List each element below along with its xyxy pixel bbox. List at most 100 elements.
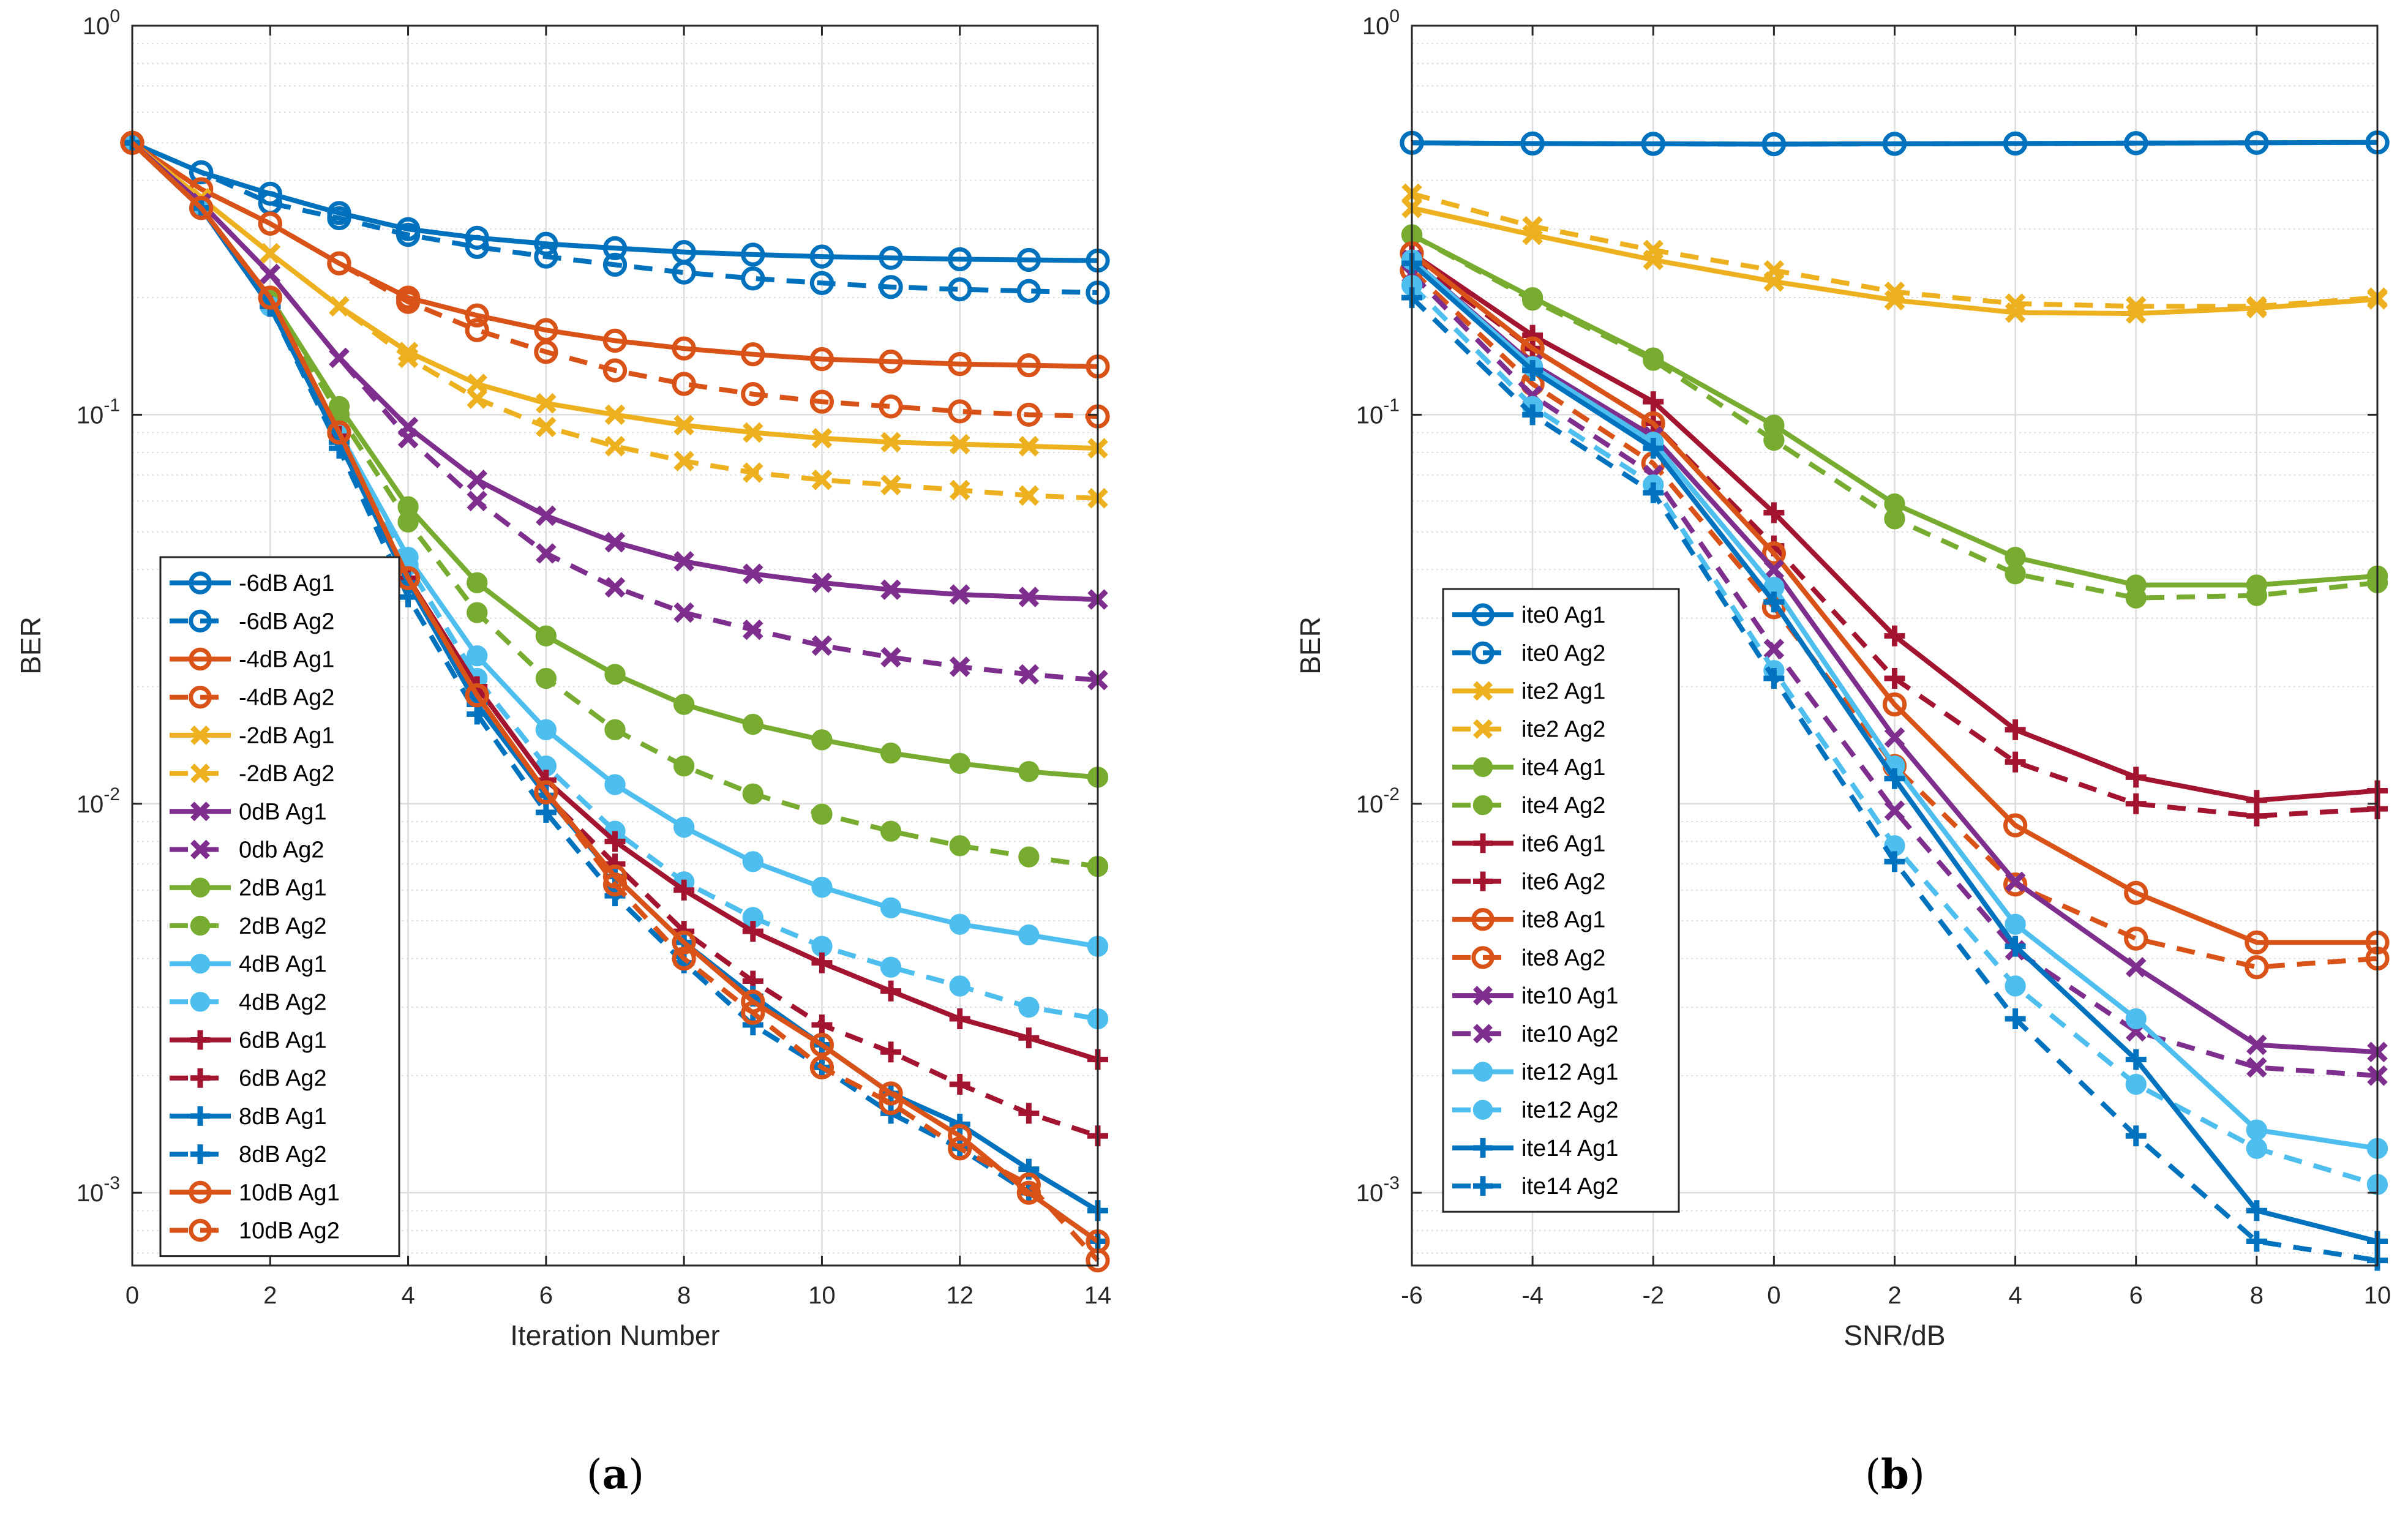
data-point: [880, 647, 901, 668]
legend-label: ite12 Ag2: [1521, 1098, 1618, 1123]
data-point: [1763, 429, 1785, 451]
legend-entry: ite12 Ag1: [1452, 1060, 1618, 1086]
data-point: [1763, 591, 1785, 613]
series-18: [120, 130, 1110, 1273]
series-line: [130, 141, 1098, 501]
data-point: [809, 389, 835, 414]
y-tick-label: 10-1: [1356, 395, 1400, 429]
data-point: [2125, 587, 2147, 609]
data-point: [1016, 279, 1041, 303]
data-point: [673, 602, 694, 623]
data-point: [190, 992, 211, 1012]
data-point: [604, 436, 626, 457]
series-line: [1410, 272, 2378, 1078]
data-point: [536, 416, 557, 438]
data-point: [1884, 508, 1905, 530]
data-point: [1522, 359, 1543, 381]
data-point: [2245, 955, 2269, 980]
data-point: [397, 347, 419, 369]
series-line: [1411, 140, 2378, 147]
x-tick-label: 6: [539, 1282, 553, 1309]
data-point: [2124, 131, 2148, 156]
legend-label: 4dB Ag2: [239, 989, 327, 1015]
data-point: [672, 336, 696, 361]
data-point: [467, 470, 487, 490]
data-point: [327, 420, 351, 445]
data-point: [189, 160, 214, 185]
legend-label: 0dB Ag1: [239, 799, 327, 825]
data-point: [2005, 913, 2026, 935]
data-point: [397, 342, 419, 362]
data-point: [949, 835, 970, 857]
data-point: [741, 382, 765, 407]
data-point: [2246, 1119, 2268, 1141]
data-point: [809, 1032, 835, 1057]
data-point: [1018, 1103, 1040, 1124]
data-point: [602, 252, 628, 277]
data-point: [948, 247, 972, 272]
data-point: [880, 474, 901, 495]
data-point: [1471, 603, 1495, 626]
legend-entry: ite8 Ag1: [1452, 907, 1605, 933]
data-point: [949, 913, 970, 935]
y-axis-label: BER: [1294, 617, 1326, 675]
legend-label: 2dB Ag1: [239, 876, 327, 901]
legend-label: -6dB Ag2: [239, 609, 334, 634]
data-point: [811, 470, 833, 490]
data-point: [673, 451, 694, 471]
data-point: [2125, 1073, 2147, 1095]
data-point: [1643, 391, 1664, 413]
data-point: [880, 897, 902, 918]
legend-label: ite6 Ag2: [1521, 869, 1605, 895]
data-point: [743, 619, 763, 640]
data-point: [811, 803, 833, 825]
data-point: [879, 246, 903, 270]
data-point: [2246, 1138, 2268, 1159]
x-tick-label: 12: [946, 1282, 973, 1309]
data-point: [1018, 587, 1040, 607]
data-point: [949, 1074, 970, 1095]
legend-label: ite4 Ag2: [1521, 793, 1605, 819]
legend: -6dB Ag1 -6dB Ag2 -4dB Ag1 -4dB Ag2 -2dB Ag1…: [159, 556, 400, 1258]
legend-label: ite8 Ag1: [1521, 907, 1605, 933]
x-tick-label: 14: [1084, 1282, 1112, 1309]
data-point: [811, 428, 833, 449]
data-point: [604, 404, 626, 426]
data-point: [2245, 930, 2269, 955]
data-point: [1018, 485, 1040, 506]
data-point: [1763, 559, 1785, 580]
data-point: [2246, 1034, 2267, 1056]
data-point: [2005, 751, 2026, 773]
data-point: [465, 318, 489, 342]
chart-panel-b: -6 -4 -2 0 2 4 6 8 10 100 10-1 10-2 10-3 SNR/dB BER ite…: [1294, 6, 2391, 1498]
data-point: [1643, 239, 1664, 261]
panel-caption: (a): [587, 1450, 644, 1498]
x-tick-label: 4: [401, 1282, 414, 1309]
x-axis-label: SNR/dB: [1844, 1319, 1945, 1351]
data-point: [672, 946, 696, 971]
data-point: [948, 399, 972, 424]
data-point: [327, 206, 351, 231]
data-point: [2005, 1008, 2026, 1030]
data-point: [396, 222, 421, 247]
data-point: [1016, 402, 1041, 427]
data-point: [742, 783, 763, 805]
chart-panel-a: 0 2 4 6 8 10 12 14 100 10-1 10-2 10-3 Iteration Numb…: [15, 6, 1111, 1498]
data-point: [1473, 719, 1493, 739]
data-point: [604, 664, 626, 685]
data-point: [2246, 585, 2268, 606]
legend-label: 6dB Ag1: [239, 1028, 327, 1054]
data-point: [2005, 293, 2026, 314]
data-point: [602, 328, 628, 353]
data-point: [465, 303, 489, 328]
data-point: [743, 422, 763, 443]
data-point: [467, 602, 488, 623]
data-point: [672, 260, 696, 285]
data-point: [190, 1030, 210, 1050]
series-line: [131, 140, 1098, 263]
tick-labels: -6 -4 -2 0 2 4 6 8 10 100 10-1 10-2 10-3: [1356, 6, 2391, 1309]
data-point: [2124, 926, 2148, 951]
legend-label: ite2 Ag2: [1521, 717, 1605, 743]
data-point: [1016, 1172, 1041, 1197]
data-point: [190, 1106, 210, 1126]
